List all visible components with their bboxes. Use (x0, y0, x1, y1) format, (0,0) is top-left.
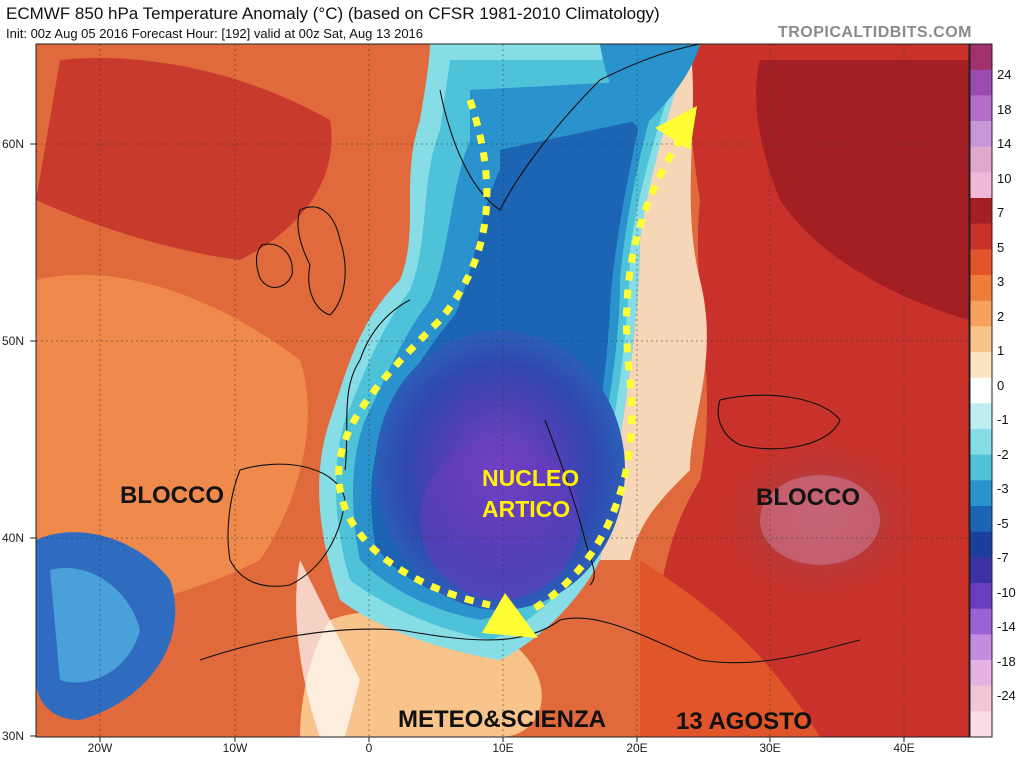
lat-label-50n: 50N (2, 334, 25, 348)
colorbar-tick-label: -2 (997, 446, 1009, 462)
colorbar-swatch (970, 557, 992, 584)
colorbar-tick-label: -1 (997, 412, 1009, 427)
brand-watermark: TROPICALTIDBITS.COM (777, 24, 972, 41)
colorbar-swatch (970, 300, 992, 327)
lon-label-10w: 10W (222, 741, 248, 755)
graticule (36, 44, 969, 737)
lon-label-20w: 20W (87, 741, 113, 755)
colorbar-swatch (970, 377, 992, 404)
lon-label-30e: 30E (759, 741, 781, 755)
colorbar-swatch (970, 326, 992, 353)
colorbar-swatch (970, 608, 992, 635)
colorbar-swatch (970, 634, 992, 661)
meteo-scienza-label: METEO&SCIENZA (398, 706, 607, 733)
colorbar-tick-label: -14 (997, 619, 1016, 634)
colorbar-tick-label: 7 (997, 205, 1005, 220)
arrow-head-north (655, 106, 697, 150)
colorbar-swatch (970, 454, 992, 481)
colorbar-tick-label: -18 (997, 653, 1016, 669)
colorbar-tick-label: -10 (997, 584, 1016, 600)
map-field (36, 44, 969, 737)
colorbar-swatch (970, 711, 992, 738)
colorbar-swatch (970, 95, 992, 122)
circulation-arrow (335, 98, 683, 611)
lat-label-30n: 30N (2, 729, 25, 743)
colorbar-swatch (970, 275, 992, 302)
colorbar-swatch (970, 146, 992, 173)
colorbar-frame (969, 43, 993, 738)
colorbar-swatch (970, 531, 992, 558)
nucleo-artico-label: NUCLEO ARTICO (482, 463, 579, 525)
axis-ticks (30, 143, 905, 742)
colorbar-swatch (970, 121, 992, 148)
colorbar-swatch (970, 429, 992, 456)
date-label: 13 AGOSTO (676, 708, 813, 735)
colorbar-swatch (970, 403, 992, 430)
nucleo-line-2: ARTICO (482, 496, 571, 522)
colorbar-swatch (970, 480, 992, 507)
colorbar-swatch (970, 249, 992, 276)
blocco-right-label: BLOCCO (756, 484, 860, 511)
colorbar-tick-label: -3 (997, 481, 1009, 496)
colorbar-swatch (970, 172, 992, 199)
colorbar-swatch (970, 352, 992, 379)
colorbar-tick-label: 24 (997, 67, 1012, 82)
colorbar-swatch (970, 506, 992, 533)
map-subtitle: Init: 00z Aug 05 2016 Forecast Hour: [19… (6, 26, 424, 41)
lat-label-40n: 40N (2, 531, 25, 545)
colorbar (969, 43, 993, 738)
colorbar-tick-label: 0 (997, 377, 1005, 393)
colorbar-tick-label: 2 (997, 308, 1005, 324)
colorbar-swatch (970, 69, 992, 96)
map-title: ECMWF 850 hPa Temperature Anomaly (°C) (… (6, 4, 660, 23)
lon-label-10e: 10E (492, 741, 514, 755)
colorbar-tick-label: 5 (997, 239, 1005, 255)
lon-label-20e: 20E (626, 741, 648, 755)
colorbar-tick-label: 1 (997, 343, 1005, 358)
colorbar-swatch (970, 223, 992, 250)
colorbar-swatch (970, 44, 992, 71)
colorbar-tick-label: -5 (997, 515, 1009, 531)
lat-label-60n: 60N (2, 137, 25, 151)
blocco-left-label: BLOCCO (120, 482, 224, 509)
colorbar-swatch (970, 583, 992, 610)
colorbar-swatch (970, 198, 992, 225)
colorbar-swatch (970, 660, 992, 687)
lon-label-0: 0 (365, 741, 373, 755)
lon-label-40e: 40E (893, 741, 915, 755)
coastlines (199, 44, 861, 664)
colorbar-tick-label: 10 (997, 170, 1012, 186)
arrow-head-south (482, 593, 538, 638)
colorbar-swatch (970, 685, 992, 712)
nucleo-line-1: NUCLEO (482, 465, 580, 491)
colorbar-tick-label: 14 (997, 136, 1012, 151)
colorbar-tick-label: 18 (997, 101, 1012, 117)
colorbar-tick-label: -24 (997, 688, 1016, 703)
colorbar-tick-label: -7 (997, 550, 1009, 565)
colorbar-tick-label: 3 (997, 274, 1005, 289)
